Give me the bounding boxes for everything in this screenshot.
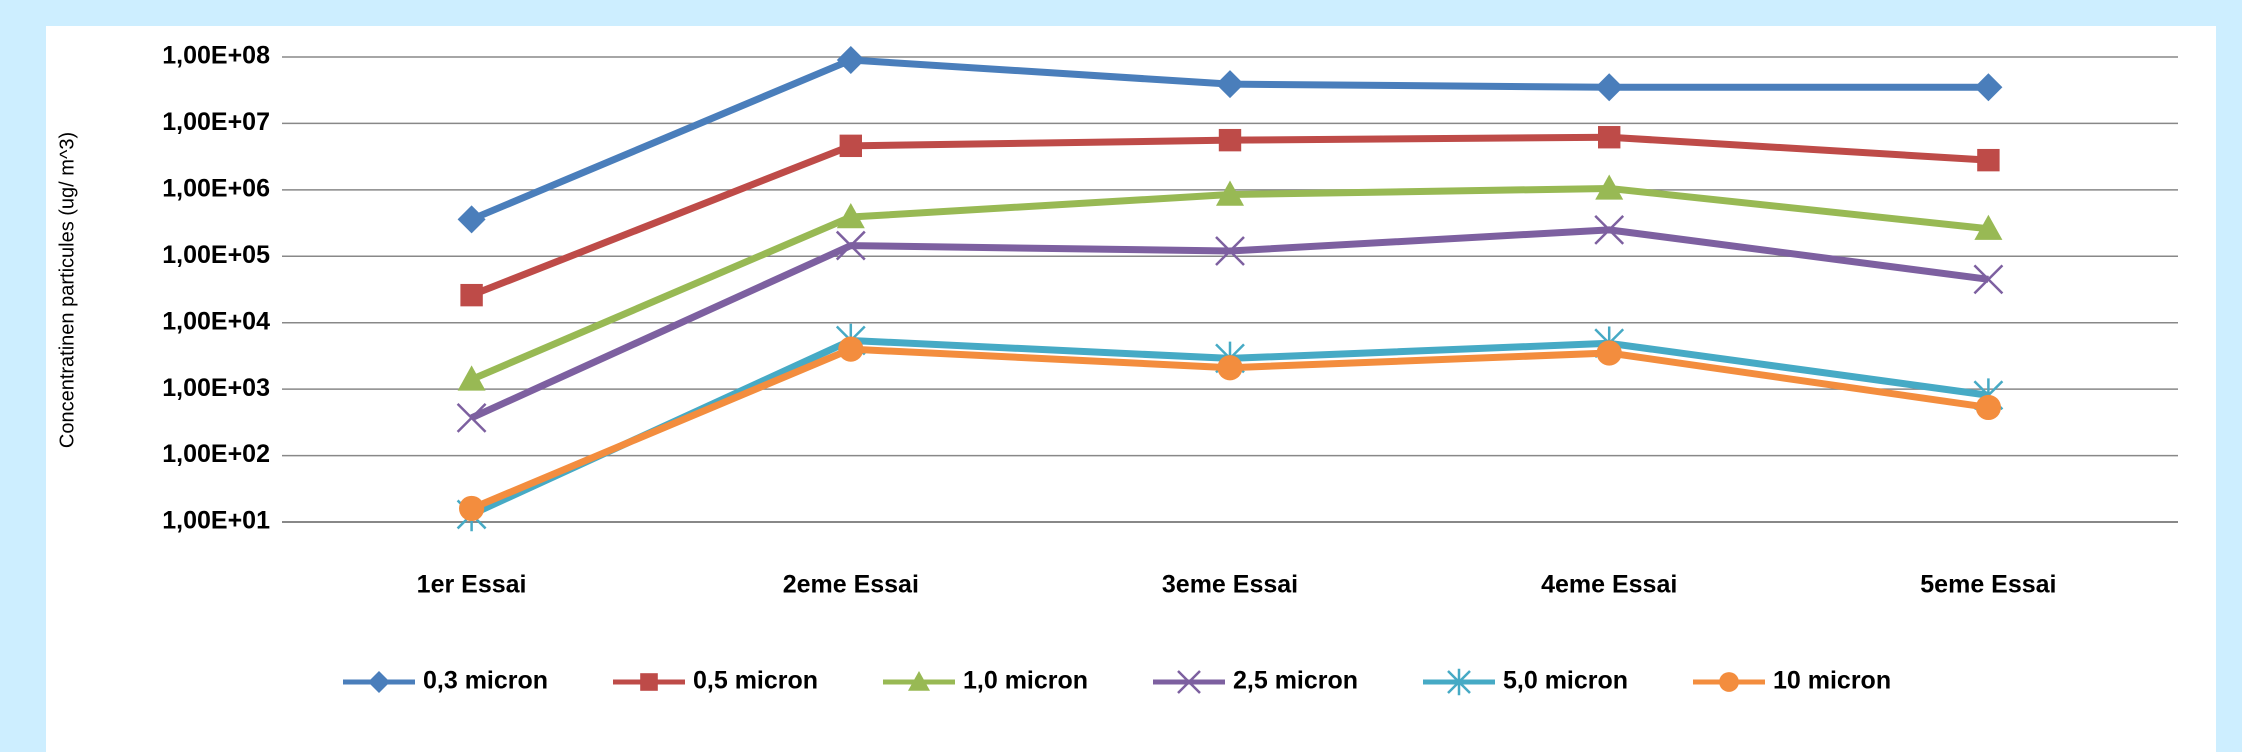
legend-marker (640, 673, 658, 691)
legend-label: 0,3 micron (423, 667, 548, 695)
legend-marker (1719, 672, 1739, 692)
legend-label: 5,0 micron (1503, 667, 1628, 695)
x-tick-label: 1er Essai (417, 571, 527, 599)
data-point (1216, 180, 1244, 206)
y-tick-label: 1,00E+02 (162, 440, 270, 468)
data-point (459, 495, 485, 522)
legend-label: 2,5 micron (1233, 667, 1358, 695)
y-tick-label: 1,00E+07 (162, 108, 270, 136)
data-point (835, 230, 866, 261)
legend-label: 1,0 micron (963, 667, 1088, 695)
y-tick-label: 1,00E+06 (162, 174, 270, 202)
data-point (836, 46, 865, 75)
legend-marker (1447, 668, 1471, 696)
data-point (1216, 70, 1244, 99)
data-point (1215, 236, 1245, 266)
legend-marker (908, 671, 930, 691)
legend-label: 0,5 micron (693, 667, 818, 695)
data-point (1595, 73, 1624, 102)
y-tick-label: 1,00E+05 (162, 241, 270, 269)
data-point (838, 336, 864, 362)
data-point (836, 203, 865, 229)
data-point (1598, 126, 1621, 149)
data-point (457, 205, 486, 234)
data-point (1217, 355, 1243, 381)
y-tick-label: 1,00E+01 (162, 507, 270, 535)
legend-label: 10 micron (1773, 667, 1891, 695)
data-point (1974, 214, 2003, 240)
x-tick-label: 5eme Essai (1920, 571, 2056, 599)
data-point (839, 134, 862, 158)
x-tick-label: 4eme Essai (1541, 571, 1677, 599)
y-tick-label: 1,00E+08 (162, 42, 270, 70)
data-point (1595, 174, 1624, 200)
data-point (456, 402, 487, 433)
x-tick-label: 3eme Essai (1162, 571, 1298, 599)
legend-marker (1177, 670, 1201, 694)
data-point (457, 365, 486, 391)
y-tick-label: 1,00E+03 (162, 374, 270, 402)
data-point (1974, 73, 2003, 102)
y-tick-label: 1,00E+04 (162, 307, 270, 335)
x-tick-label: 2eme Essai (783, 571, 919, 599)
data-point (1596, 340, 1622, 366)
data-point (1973, 264, 2004, 295)
data-point (1218, 128, 1242, 152)
data-point (460, 283, 483, 307)
data-point (1977, 148, 2000, 172)
legend-marker (368, 671, 390, 693)
data-point (1975, 394, 2001, 421)
data-point (1594, 214, 1625, 245)
y-axis-label: Concentratinen particules (ug/ m^3) (56, 132, 78, 448)
